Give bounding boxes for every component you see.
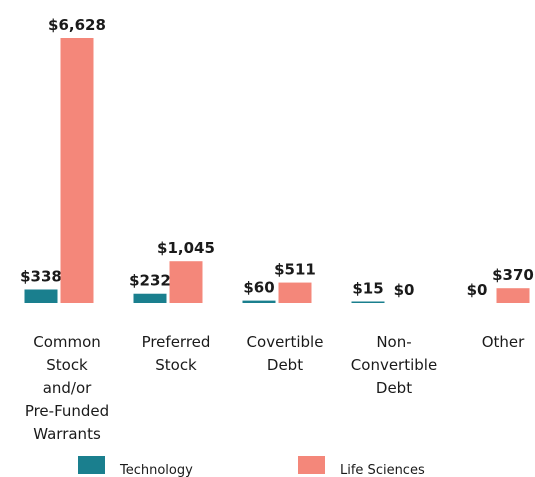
bar	[169, 261, 203, 303]
x-tick-label: Preferred	[142, 333, 211, 351]
value-label: $1,045	[157, 239, 215, 257]
value-label: $6,628	[48, 16, 106, 34]
x-tick-label: Debt	[267, 356, 303, 374]
x-tick-label: Convertible	[351, 356, 437, 374]
value-label: $15	[352, 280, 383, 298]
value-label: $0	[394, 281, 415, 299]
value-label: $511	[274, 261, 316, 279]
bar	[496, 288, 530, 303]
x-tick-label: Common	[33, 333, 101, 351]
value-label: $370	[492, 266, 534, 284]
bar	[242, 300, 276, 303]
value-label: $60	[243, 279, 274, 297]
legend-swatch	[298, 456, 325, 474]
bar	[278, 282, 312, 303]
value-label: $338	[20, 267, 62, 285]
bar	[60, 38, 94, 303]
x-tick-label: and/or	[43, 379, 92, 397]
bar	[24, 289, 58, 303]
x-tick-label: Other	[482, 333, 525, 351]
x-tick-label: Warrants	[33, 425, 101, 443]
x-tick-label: Debt	[376, 379, 412, 397]
legend-swatch	[78, 456, 105, 474]
x-tick-label: Stock	[155, 356, 197, 374]
x-tick-label: Covertible	[247, 333, 324, 351]
x-tick-label: Stock	[46, 356, 88, 374]
legend-label: Technology	[119, 463, 193, 477]
bar	[351, 301, 385, 303]
bar	[133, 293, 167, 303]
value-label: $0	[467, 281, 488, 299]
legend-label: Life Sciences	[340, 463, 425, 477]
x-tick-label: Non-	[376, 333, 411, 351]
x-tick-label: Pre-Funded	[25, 402, 109, 420]
value-label: $232	[129, 272, 171, 290]
